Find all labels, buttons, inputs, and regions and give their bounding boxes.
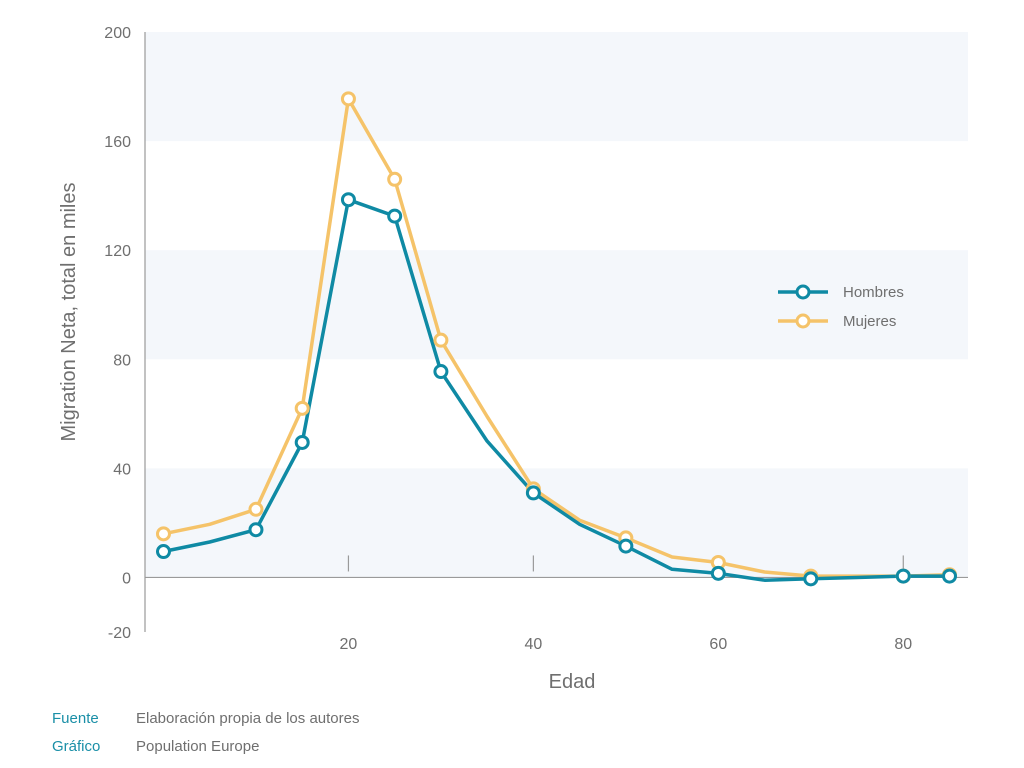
data-point-hombres bbox=[710, 565, 726, 581]
y-tick-label: 200 bbox=[104, 25, 131, 42]
x-tick-label: 20 bbox=[340, 636, 358, 653]
data-point-hombres bbox=[340, 192, 356, 208]
legend-label: Hombres bbox=[843, 284, 904, 301]
source-note: Fuente Elaboración propia de los autores bbox=[52, 710, 359, 727]
x-tick-label: 60 bbox=[709, 636, 727, 653]
y-tick-label: 0 bbox=[122, 570, 131, 587]
graphic-label: Gráfico bbox=[52, 738, 101, 755]
y-tick-label: 120 bbox=[104, 243, 131, 260]
y-tick-labels: -20 0 40 80 120 160 200 bbox=[104, 25, 131, 642]
line-chart: -20 0 40 80 120 160 200 20 40 60 80 Hombres Mujere… bbox=[58, 25, 968, 693]
x-axis-label: Edad bbox=[549, 671, 596, 693]
y-tick-label: 40 bbox=[113, 461, 131, 478]
data-point-hombres bbox=[525, 485, 541, 501]
x-tick-label: 40 bbox=[524, 636, 542, 653]
grid-bands bbox=[145, 32, 968, 578]
legend-item-hombres: Hombres bbox=[778, 284, 904, 301]
data-point-mujeres bbox=[155, 526, 171, 542]
grid-band bbox=[145, 250, 968, 360]
legend: Hombres Mujeres bbox=[778, 284, 904, 330]
data-point-hombres bbox=[294, 434, 310, 450]
data-point-hombres bbox=[942, 568, 958, 584]
data-point-hombres bbox=[803, 571, 819, 587]
series-line-mujeres bbox=[161, 97, 952, 578]
series-line-hombres bbox=[161, 197, 952, 582]
legend-swatch-marker bbox=[795, 284, 811, 300]
source-value: Elaboración propia de los autores bbox=[136, 710, 360, 727]
legend-swatch-marker bbox=[795, 313, 811, 329]
grid-band bbox=[145, 32, 968, 142]
data-point-hombres bbox=[387, 208, 403, 224]
data-point-hombres bbox=[155, 544, 171, 560]
data-point-hombres bbox=[248, 522, 264, 538]
source-label: Fuente bbox=[52, 710, 99, 727]
series-lines bbox=[161, 97, 952, 582]
legend-label: Mujeres bbox=[843, 313, 896, 330]
data-point-mujeres bbox=[433, 332, 449, 348]
data-point-mujeres bbox=[294, 400, 310, 416]
data-point-mujeres bbox=[248, 501, 264, 517]
data-point-mujeres bbox=[387, 171, 403, 187]
data-point-hombres bbox=[895, 568, 911, 584]
y-tick-label: 160 bbox=[104, 134, 131, 151]
data-point-mujeres bbox=[340, 91, 356, 107]
graphic-value: Population Europe bbox=[136, 738, 260, 755]
y-tick-label: 80 bbox=[113, 352, 131, 369]
series-markers bbox=[155, 91, 958, 587]
x-tick-label: 80 bbox=[894, 636, 912, 653]
y-axis-label: Migration Neta, total en miles bbox=[58, 182, 80, 441]
x-tick-labels: 20 40 60 80 bbox=[340, 636, 913, 653]
y-tick-label: -20 bbox=[108, 625, 131, 642]
data-point-hombres bbox=[433, 364, 449, 380]
data-point-hombres bbox=[618, 538, 634, 554]
graphic-note: Gráfico Population Europe bbox=[52, 738, 259, 755]
grid-band bbox=[145, 468, 968, 578]
legend-item-mujeres: Mujeres bbox=[778, 313, 896, 330]
